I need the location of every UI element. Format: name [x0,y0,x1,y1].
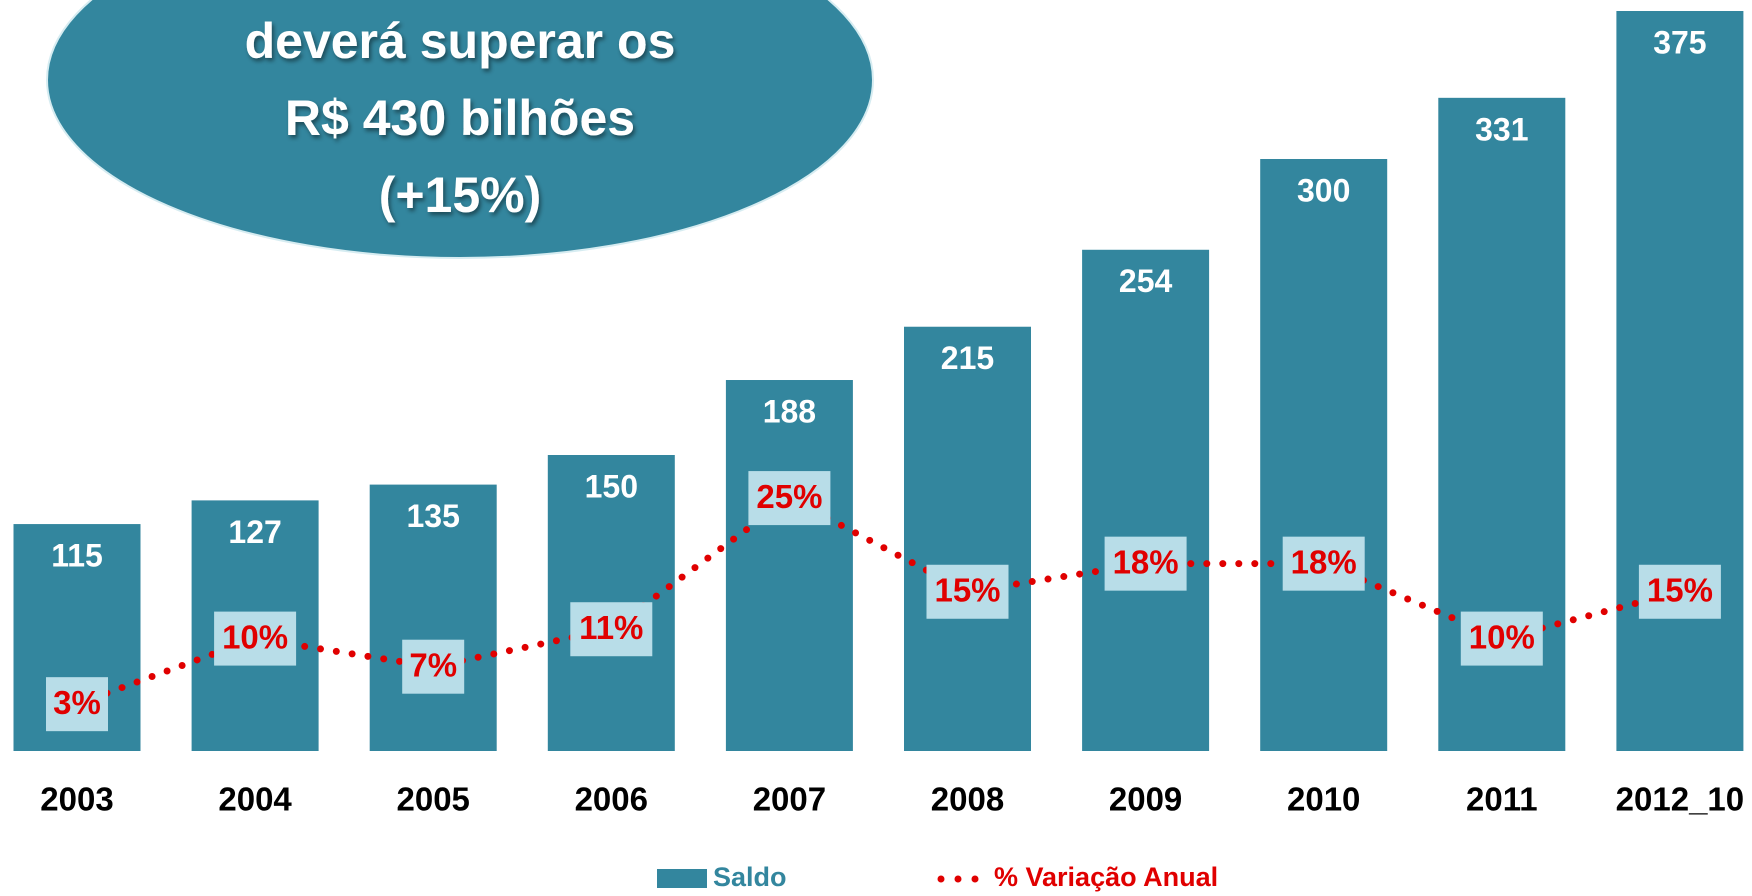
legend-label: % Variação Anual [994,862,1218,892]
legend-swatch [954,875,962,883]
x-tick-label: 2009 [1109,781,1182,818]
legend: Saldo % Variação Anual [657,862,1218,892]
data-label-box [1282,536,1365,591]
data-label: 15% [1647,571,1713,608]
x-tick-label: 2011 [1466,781,1538,818]
data-label: 3% [53,684,101,721]
x-tick-label: 2008 [931,781,1004,818]
data-label-box [46,677,108,732]
bar-value-label: 300 [1297,172,1350,208]
data-label: 18% [1113,543,1179,580]
data-label-box [1104,536,1187,591]
bar [1082,249,1210,752]
annotation-text: deverá superar os [245,13,676,69]
bar-value-label: 254 [1119,263,1173,299]
data-label-box [1460,611,1543,666]
data-label-box [748,471,831,526]
bar [725,380,853,751]
annotation-text: R$ 430 bilhões [285,90,635,146]
legend-swatch [971,875,979,883]
x-tick-label: 2003 [40,781,113,818]
bar-value-label: 215 [941,340,994,376]
bar [1616,11,1744,751]
data-label: 11% [579,609,643,646]
data-label: 25% [756,478,822,515]
bar [904,326,1031,751]
bar-value-label: 375 [1653,24,1706,60]
x-tick-label: 2012_10 [1616,781,1744,818]
data-label: 10% [1469,618,1535,655]
legend-swatch [937,875,945,883]
data-label-box [214,611,297,666]
data-label: 7% [409,646,457,683]
bar-value-label: 127 [228,514,281,550]
x-tick-label: 2010 [1287,781,1360,818]
x-tick-label: 2006 [575,781,648,818]
bar [369,484,497,751]
data-label-box [402,639,465,694]
data-label: 10% [222,618,288,655]
bar-value-label: 331 [1475,111,1528,147]
bar-value-label: 135 [407,498,460,534]
data-label: 18% [1291,543,1357,580]
x-tick-label: 2005 [396,781,469,818]
bar-value-label: 188 [763,393,816,429]
annotation-bubble [46,0,874,259]
legend-label: Saldo [713,862,787,892]
line-layer: 3% 10% 7% 11% 25% 15% 18% 18% 10% 15% [46,471,1721,732]
data-label-box [570,602,653,657]
bar-value-label: 115 [51,538,103,574]
x-tick-label: 2004 [218,781,292,818]
bar-value-label: 150 [585,468,638,504]
legend-swatch [657,869,707,888]
data-label-box [926,564,1009,619]
bars: 115 2003 127 2004 135 2005 150 2006 188 2007 215 20… [13,11,1744,818]
data-label: 15% [934,571,1000,608]
data-label-box [1638,564,1721,619]
annotation-text: (+15%) [379,167,542,223]
bar [1260,159,1388,751]
x-tick-label: 2007 [753,781,826,818]
